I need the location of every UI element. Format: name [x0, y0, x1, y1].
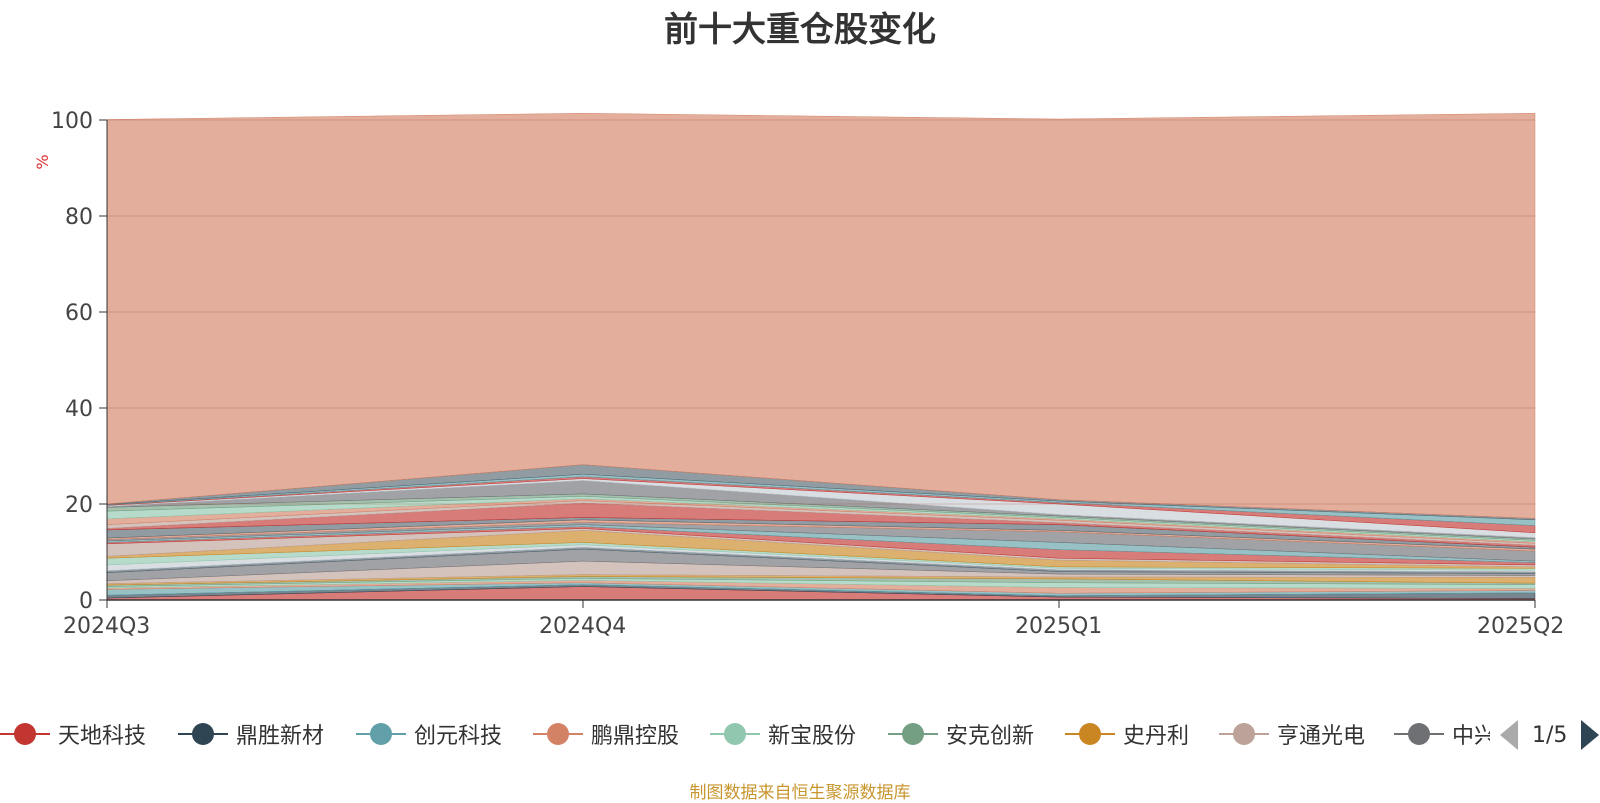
y-tick-label-0: 0 — [79, 589, 93, 614]
x-tick-label-2025Q2: 2025Q2 — [1477, 614, 1564, 639]
legend-item-label: 安克创新 — [946, 724, 1035, 749]
area-series-30[interactable] — [106, 113, 1536, 519]
x-tick-label-2025Q1: 2025Q1 — [1015, 614, 1102, 639]
chart-title: 前十大重仓股变化 — [664, 10, 936, 50]
legend-item-label: 创元科技 — [414, 724, 503, 749]
legend-item-1[interactable]: 天地科技 — [0, 714, 146, 754]
chevron-right-icon[interactable] — [1581, 720, 1600, 750]
legend-item-4[interactable]: 鹏鼎控股 — [533, 714, 679, 754]
legend-item-7[interactable]: 史丹利 — [1065, 714, 1189, 754]
y-tick-label-20: 20 — [65, 493, 93, 518]
legend-page-indicator: 1/5 — [1532, 722, 1568, 748]
legend-marker-icon — [0, 720, 50, 748]
legend-item-6[interactable]: 安克创新 — [888, 714, 1034, 754]
legend-item-3[interactable]: 创元科技 — [356, 714, 502, 754]
legend-marker-icon — [178, 720, 228, 748]
legend-item-8[interactable]: 亨通光电 — [1219, 714, 1365, 754]
legend-marker-icon — [533, 720, 583, 748]
legend-marker-icon — [710, 720, 760, 748]
source-note: 制图数据来自恒生聚源数据库 — [689, 783, 911, 803]
legend-marker-icon — [888, 720, 938, 748]
legend-item-label: 新宝股份 — [768, 724, 857, 749]
legend-marker-icon — [1219, 720, 1269, 748]
legend-item-label: 天地科技 — [58, 724, 147, 749]
x-tick-label-2024Q3: 2024Q3 — [63, 614, 150, 639]
legend-item-label: 史丹利 — [1123, 724, 1190, 749]
legend-marker-icon — [1394, 720, 1444, 748]
legend-marker-icon — [1065, 720, 1115, 748]
chevron-left-icon[interactable] — [1500, 720, 1518, 750]
legend-item-5[interactable]: 新宝股份 — [710, 714, 856, 754]
legend-pager: 1/5 — [1500, 718, 1600, 752]
legend-item-2[interactable]: 鼎胜新材 — [178, 714, 324, 754]
legend: 天地科技 鼎胜新材 创元科技 鹏鼎控股 新宝股份 安克创新 史丹利 亨通光电 中兴通讯 — [0, 714, 1490, 754]
legend-item-label: 中兴通讯 — [1452, 724, 1490, 749]
legend-marker-icon — [356, 720, 406, 748]
y-axis-label: % — [33, 154, 52, 169]
legend-item-label: 鼎胜新材 — [236, 724, 325, 749]
legend-item-label: 亨通光电 — [1277, 724, 1366, 749]
legend-item-9[interactable]: 中兴通讯 — [1394, 714, 1490, 754]
y-tick-label-60: 60 — [65, 301, 93, 326]
legend-item-label: 鹏鼎控股 — [591, 724, 680, 749]
y-tick-label-40: 40 — [65, 397, 93, 422]
y-tick-label-80: 80 — [65, 205, 93, 230]
y-tick-label-100: 100 — [51, 109, 93, 134]
x-tick-label-2024Q4: 2024Q4 — [539, 614, 626, 639]
